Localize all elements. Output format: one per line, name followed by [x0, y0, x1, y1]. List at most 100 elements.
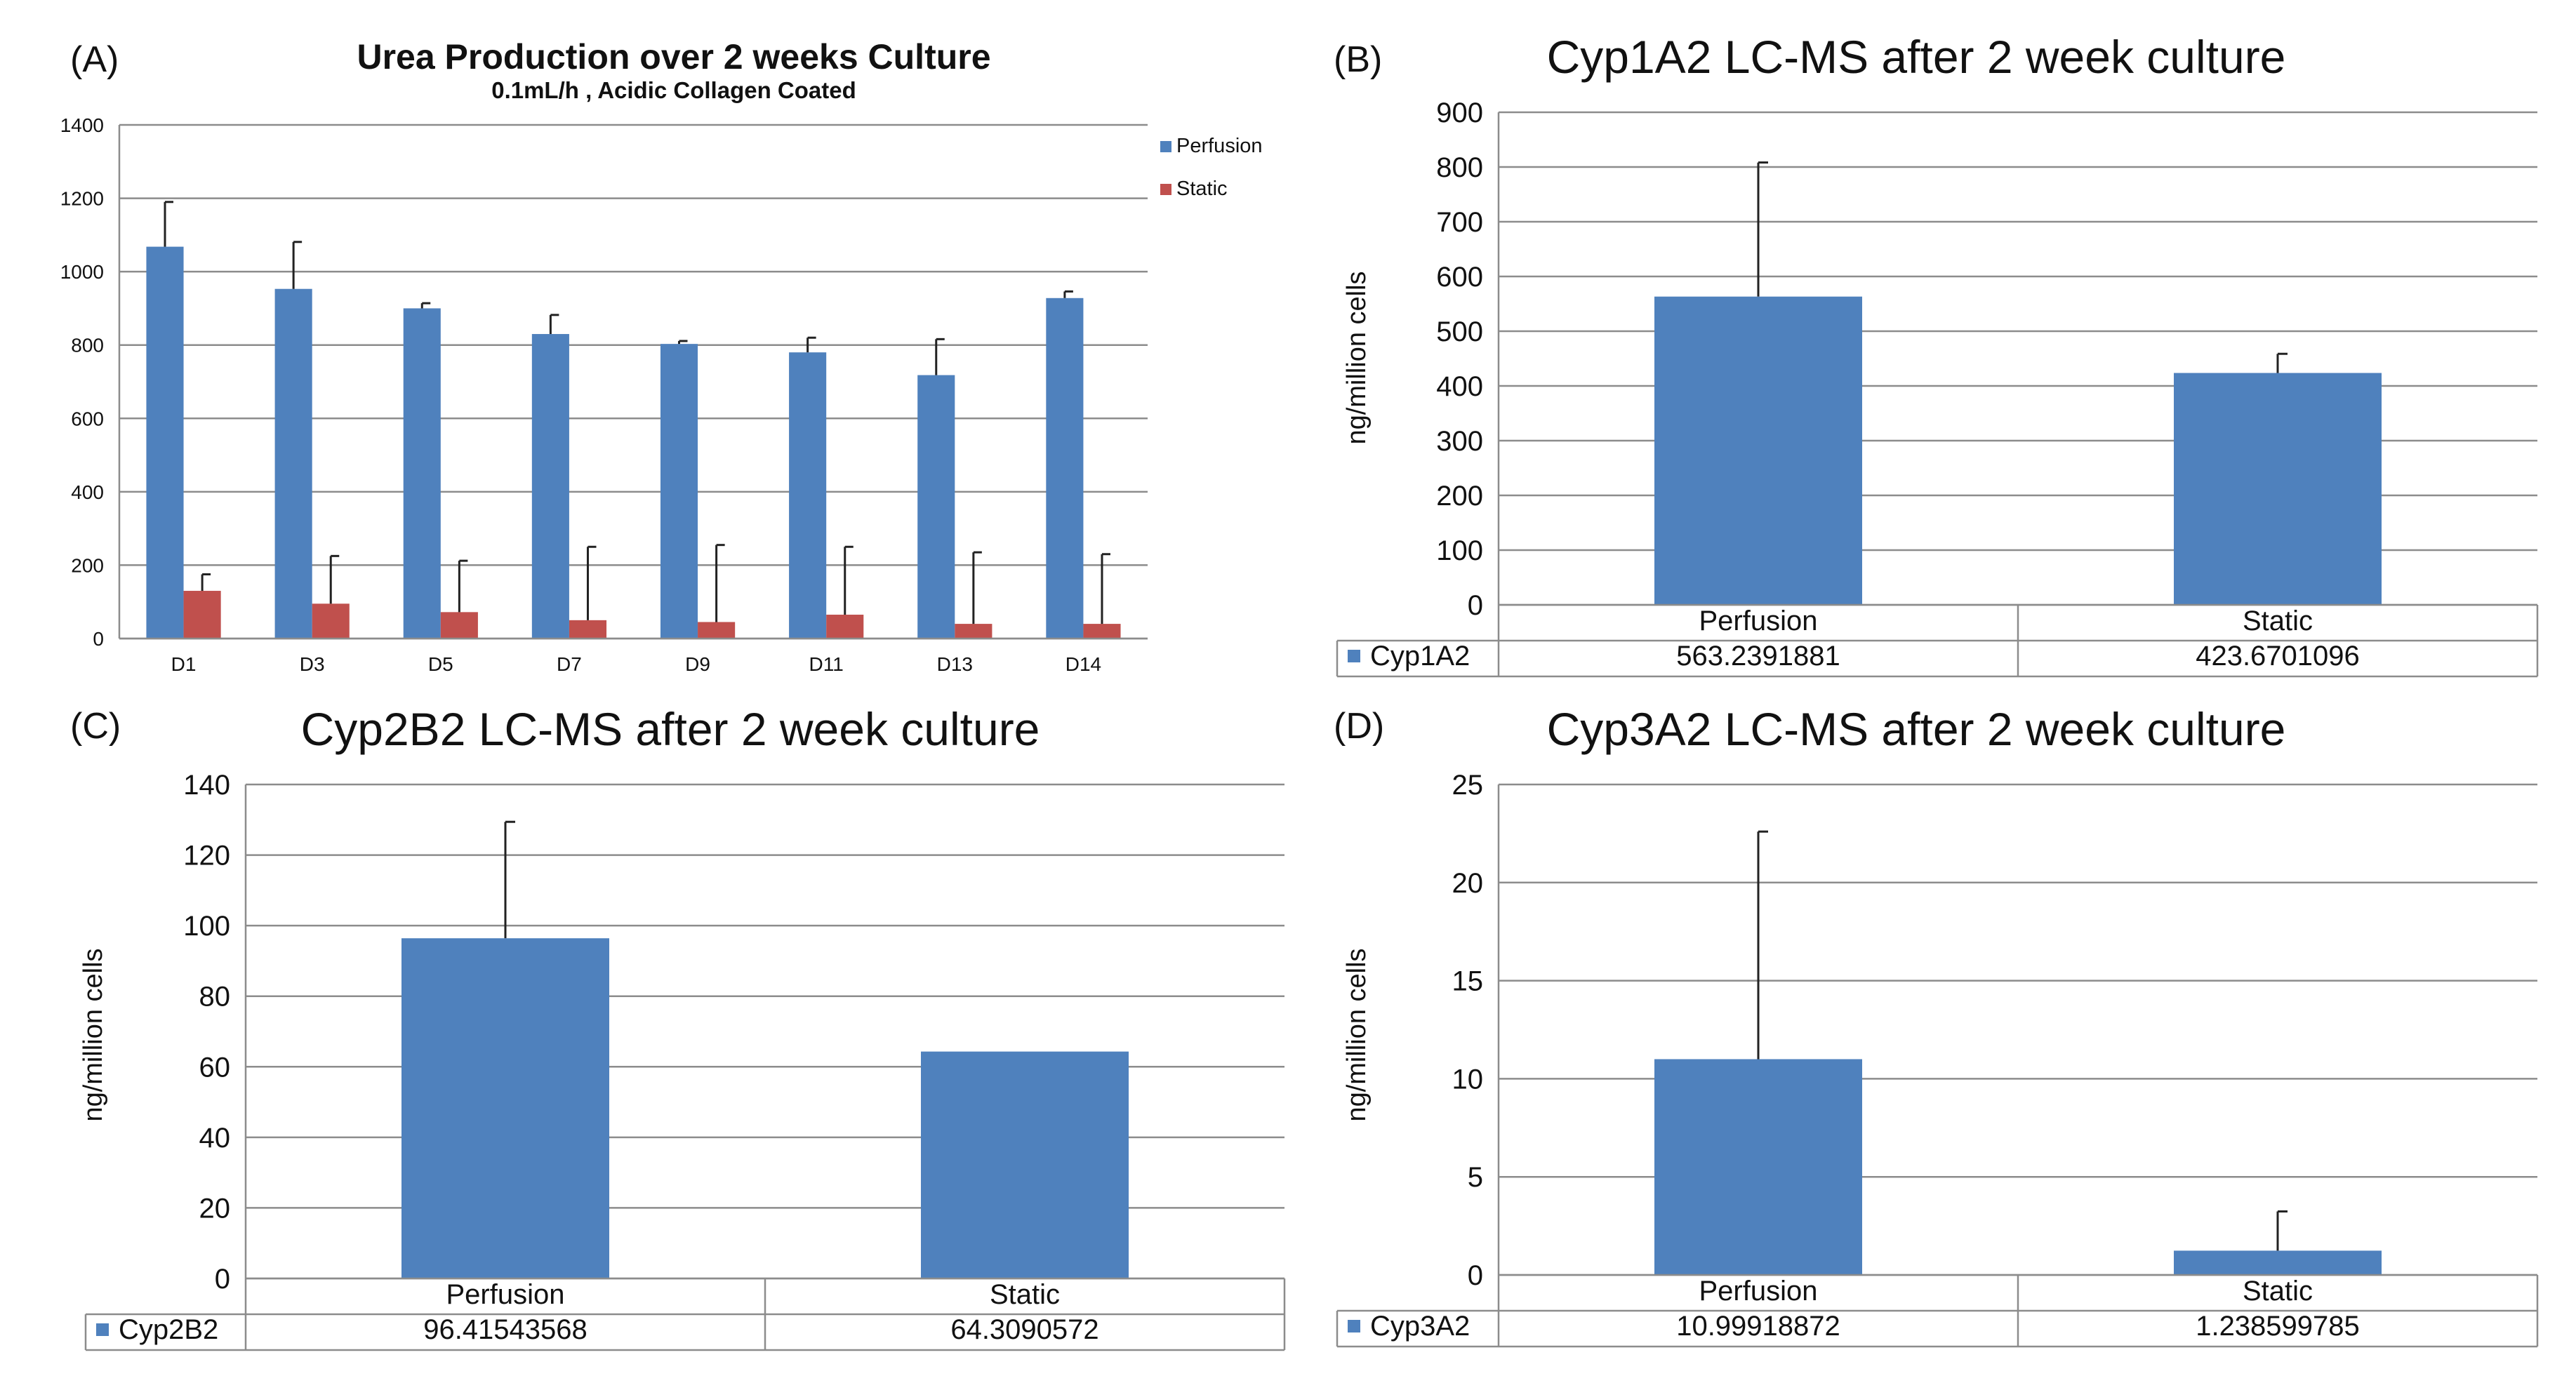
bar-static-d1 — [183, 591, 221, 639]
bar-static-d3 — [312, 603, 350, 639]
y-tick-label: 100 — [183, 911, 230, 942]
panel-a-legend: Perfusion Static — [1160, 135, 1263, 200]
y-tick-label: 0 — [215, 1264, 230, 1295]
y-tick-label: 120 — [183, 841, 230, 871]
panel-a-subtitle: 0.1mL/h , Acidic Collagen Coated — [491, 77, 856, 103]
x-tick-label: D9 — [685, 653, 710, 675]
y-tick-label: 25 — [1452, 770, 1484, 801]
x-tick-label: D7 — [557, 653, 582, 675]
y-tick-label: 800 — [1436, 152, 1483, 183]
bar-static-d7 — [569, 620, 607, 639]
y-tick-label: 100 — [1436, 535, 1483, 566]
bar-static-d13 — [955, 624, 992, 639]
data-table-legend-key-cyp1a2 — [1348, 650, 1360, 662]
y-tick-label: 20 — [1452, 868, 1484, 899]
y-tick-label: 800 — [71, 335, 104, 356]
y-tick-label: 900 — [1436, 98, 1483, 128]
data-table-value-static: 1.238599785 — [2196, 1311, 2360, 1342]
panel-a-title: Urea Production over 2 weeks Culture — [357, 37, 990, 76]
bar-perfusion-d9 — [660, 344, 698, 639]
y-tick-label: 400 — [1436, 371, 1483, 402]
y-tick-label: 0 — [1468, 1260, 1483, 1291]
panel-b-y-axis-label: ng/million cells — [1342, 271, 1372, 444]
data-table-series-name-cyp3a2: Cyp3A2 — [1370, 1311, 1470, 1342]
x-tick-label: D5 — [428, 653, 453, 675]
y-tick-label: 60 — [199, 1052, 231, 1083]
data-table-header-static: Static — [990, 1279, 1060, 1310]
y-tick-label: 200 — [71, 554, 104, 576]
bar-static — [2174, 1250, 2382, 1275]
bar-static-d9 — [698, 622, 736, 639]
data-table-header-perfusion: Perfusion — [1699, 1276, 1818, 1307]
y-tick-label: 1000 — [60, 261, 104, 283]
bar-perfusion-d5 — [403, 308, 441, 639]
bar-perfusion-d13 — [917, 375, 955, 639]
x-tick-label: D1 — [171, 653, 197, 675]
y-tick-label: 80 — [199, 982, 231, 1013]
data-table-value-static: 64.3090572 — [950, 1314, 1098, 1345]
y-tick-label: 600 — [1436, 262, 1483, 293]
data-table-legend-key-cyp3a2 — [1348, 1320, 1360, 1332]
panel-a-plot-area: 0 200 400 600 800 1000 1200 1400 D1 D3 D5 D7 D9 D11 D1… — [60, 114, 1148, 675]
data-table-header-static: Static — [2243, 606, 2313, 636]
panel-b-cyp1a2-chart: (B) Cyp1A2 LC-MS after 2 week culture ng… — [1334, 31, 2539, 678]
data-table-value-perfusion: 563.2391881 — [1676, 641, 1840, 672]
y-tick-label: 140 — [183, 770, 230, 801]
y-tick-label: 20 — [199, 1193, 231, 1224]
data-table-value-perfusion: 10.99918872 — [1676, 1311, 1840, 1342]
data-table-header-perfusion: Perfusion — [446, 1279, 565, 1310]
y-tick-label: 0 — [93, 628, 104, 650]
legend-label-perfusion: Perfusion — [1176, 135, 1263, 157]
data-table-series-name-cyp1a2: Cyp1A2 — [1370, 641, 1470, 672]
y-tick-label: 0 — [1468, 590, 1483, 621]
bar-static-d11 — [826, 615, 864, 639]
y-tick-label: 5 — [1468, 1162, 1483, 1193]
bar-perfusion — [1654, 296, 1862, 605]
data-table-value-perfusion: 96.41543568 — [423, 1314, 587, 1345]
bar-perfusion-d14 — [1046, 298, 1084, 639]
y-tick-label: 700 — [1436, 207, 1483, 238]
panel-b-data-table: Cyp1A2 Perfusion Static 563.2391881 423.… — [1348, 606, 2360, 672]
panel-c-title: Cyp2B2 LC-MS after 2 week culture — [301, 703, 1040, 755]
data-table-series-name-cyp2b2: Cyp2B2 — [119, 1314, 218, 1345]
x-tick-label: D3 — [300, 653, 325, 675]
y-tick-label: 40 — [199, 1123, 231, 1154]
y-tick-label: 1400 — [60, 114, 104, 136]
bar-perfusion-d7 — [531, 334, 569, 639]
panel-c-data-table: Cyp2B2 Perfusion Static 96.41543568 64.3… — [96, 1279, 1099, 1345]
bar-perfusion — [1654, 1059, 1862, 1275]
panel-b-plot-area: 0 100 200 300 400 500 600 700 800 900 — [1336, 98, 2539, 678]
y-tick-label: 15 — [1452, 966, 1484, 997]
bar-static-d14 — [1083, 624, 1121, 639]
x-tick-label: D14 — [1065, 653, 1101, 675]
bar-perfusion — [401, 938, 609, 1278]
panel-d-label: (D) — [1334, 706, 1384, 747]
y-tick-label: 300 — [1436, 426, 1483, 457]
legend-swatch-static — [1160, 184, 1171, 195]
data-table-value-static: 423.6701096 — [2196, 641, 2360, 672]
y-tick-label: 500 — [1436, 316, 1483, 347]
panel-b-label: (B) — [1334, 39, 1382, 80]
panel-c-y-axis-label: ng/million cells — [79, 948, 108, 1121]
legend-label-static: Static — [1176, 178, 1228, 200]
bar-static — [921, 1051, 1129, 1278]
y-tick-label: 200 — [1436, 481, 1483, 512]
bar-static-d5 — [440, 612, 478, 639]
panel-c-label: (C) — [70, 706, 121, 747]
panel-d-y-axis-label: ng/million cells — [1342, 948, 1372, 1121]
panel-c-cyp2b2-chart: (C) Cyp2B2 LC-MS after 2 week culture ng… — [70, 703, 1286, 1351]
y-tick-label: 600 — [71, 408, 104, 429]
panel-c-plot-area: 0 20 40 60 80 100 120 140 — [84, 770, 1286, 1351]
bar-perfusion-d3 — [274, 288, 312, 639]
panel-a-label: (A) — [70, 39, 119, 80]
y-tick-label: 400 — [71, 481, 104, 503]
data-table-legend-key-cyp2b2 — [96, 1323, 109, 1336]
x-tick-label: D11 — [809, 653, 844, 675]
bar-perfusion-d11 — [789, 352, 827, 639]
panel-d-cyp3a2-chart: (D) Cyp3A2 LC-MS after 2 week culture ng… — [1334, 703, 2539, 1348]
panel-d-data-table: Cyp3A2 Perfusion Static 10.99918872 1.23… — [1348, 1276, 2360, 1342]
data-table-header-static: Static — [2243, 1276, 2313, 1307]
panel-d-plot-area: 0 5 10 15 20 25 — [1336, 770, 2539, 1348]
